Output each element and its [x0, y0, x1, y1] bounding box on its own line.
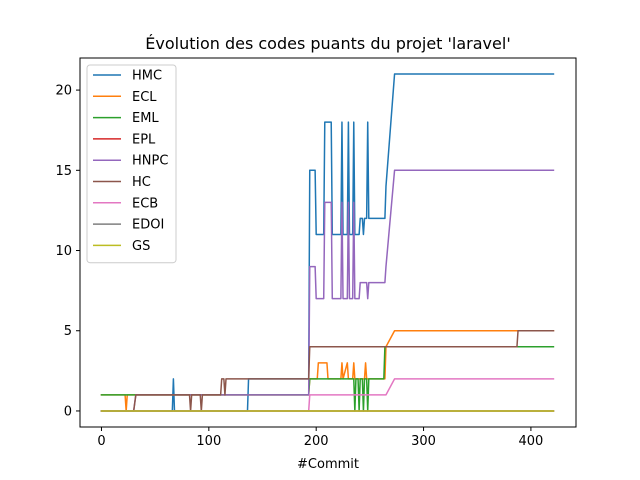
- legend-label-hc: HC: [132, 175, 151, 190]
- legend-label-epl: EPL: [132, 132, 156, 147]
- plot-frame: [79, 57, 577, 428]
- x-axis: 0 100 200 300 400: [97, 427, 543, 449]
- legend-label-edoi: EDOI: [132, 218, 164, 233]
- y-axis: 0 5 10 15 20: [55, 84, 80, 419]
- plot-area: [100, 73, 555, 412]
- x-tick-label: 200: [304, 434, 329, 449]
- chart-title: Évolution des codes puants du projet 'la…: [145, 34, 510, 53]
- legend-label-ecl: ECL: [132, 90, 157, 105]
- x-tick-label: 400: [518, 434, 543, 449]
- x-tick-label: 300: [411, 434, 436, 449]
- y-tick-label: 10: [55, 244, 72, 259]
- y-tick-label: 0: [64, 404, 72, 419]
- y-tick-label: 20: [55, 84, 72, 99]
- y-tick-label: 5: [64, 324, 72, 339]
- legend-frame: [86, 64, 177, 264]
- x-axis-label: #Commit: [297, 457, 359, 472]
- legend-label-hmc: HMC: [132, 69, 162, 84]
- y-tick-label: 15: [55, 164, 72, 179]
- series-line-hnpc: [100, 169, 555, 412]
- x-tick-label: 0: [97, 434, 105, 449]
- legend-label-eml: EML: [132, 111, 159, 126]
- legend: HMC ECL EML EPL HNPC HC ECB EDOI GS: [86, 64, 177, 264]
- legend-label-hnpc: HNPC: [132, 154, 168, 169]
- series-line-hc: [100, 329, 555, 412]
- legend-label-ecb: ECB: [132, 196, 158, 211]
- series-line-eml: [100, 346, 555, 412]
- legend-label-gs: GS: [132, 239, 150, 254]
- x-tick-label: 100: [196, 434, 221, 449]
